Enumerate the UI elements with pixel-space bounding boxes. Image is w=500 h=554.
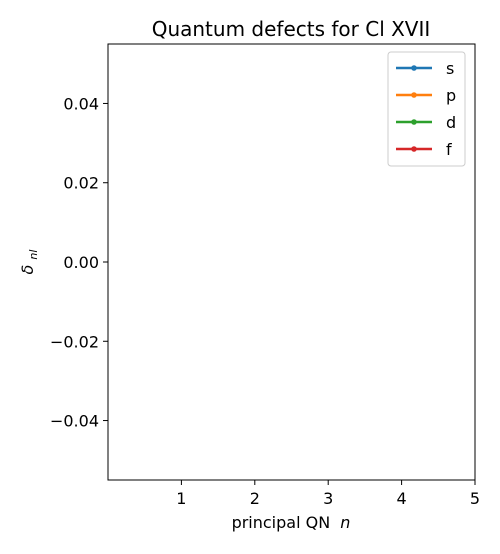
- legend-entry-d: d: [396, 113, 456, 132]
- x-axis-label: principal QN n: [232, 513, 351, 532]
- y-axis-label: δ nl: [18, 250, 40, 275]
- legend-box: [387, 51, 466, 167]
- x-tick-label: 3: [323, 489, 333, 508]
- y-axis-label-subscript: nl: [27, 250, 40, 260]
- legend-marker-swatch: [411, 92, 417, 98]
- axes: 1 2 3 4 5 0.04 0.02 0.00 −0.02 −0.04: [50, 43, 480, 508]
- legend-label: f: [446, 140, 452, 159]
- x-tick-label: 2: [250, 489, 260, 508]
- x-tick-label: 1: [176, 489, 186, 508]
- legend-marker-swatch: [411, 119, 417, 125]
- legend-entry-p: p: [396, 86, 456, 105]
- legend-label: s: [446, 59, 454, 78]
- chart-title: Quantum defects for Cl XVII: [152, 17, 431, 41]
- y-axis-label-symbol: δ: [18, 264, 37, 274]
- y-tick-label: −0.04: [50, 412, 99, 431]
- y-tick-label: 0.04: [63, 94, 99, 113]
- legend-marker-swatch: [411, 65, 417, 71]
- x-axis-label-text: principal QN: [232, 513, 331, 532]
- y-tick-label: 0.00: [63, 253, 99, 272]
- y-tick-label: 0.02: [63, 174, 99, 193]
- legend-label: d: [446, 113, 456, 132]
- x-axis-label-variable: n: [340, 513, 350, 532]
- legend-entry-s: s: [396, 59, 454, 78]
- legend-label: p: [446, 86, 456, 105]
- legend-marker-swatch: [411, 146, 417, 152]
- x-tick-label: 4: [397, 489, 407, 508]
- x-tick-label: 5: [470, 489, 480, 508]
- y-tick-label: −0.02: [50, 332, 99, 351]
- legend-entry-f: f: [396, 140, 452, 159]
